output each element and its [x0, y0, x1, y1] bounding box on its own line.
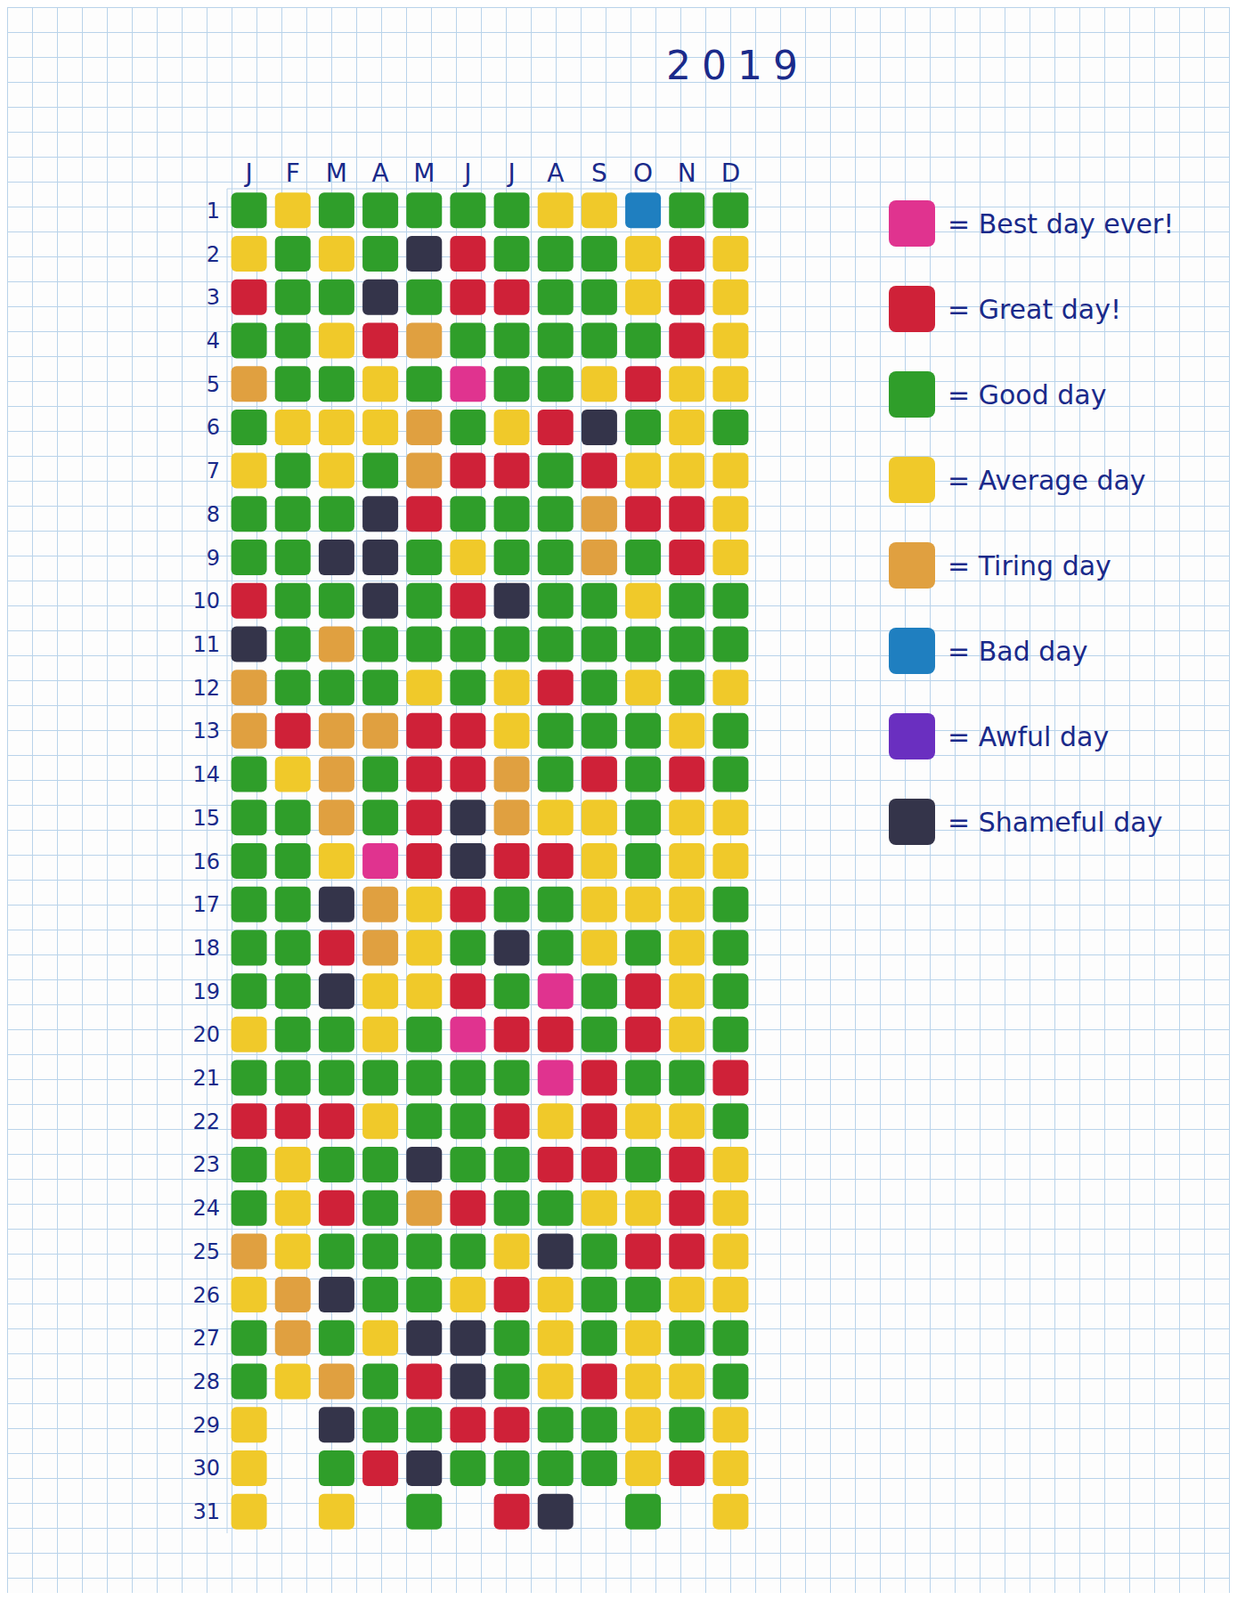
- svg-text:8: 8: [206, 502, 220, 528]
- svg-text:18: 18: [192, 935, 220, 961]
- svg-text:30: 30: [192, 1456, 220, 1482]
- svg-text:27: 27: [192, 1326, 220, 1351]
- html-text:= Good day: = Good day: [947, 378, 1107, 411]
- svg-text:J: J: [462, 158, 472, 188]
- html-text:= Average day: = Average day: [947, 464, 1146, 496]
- svg-text:N: N: [677, 158, 697, 188]
- svg-text:M: M: [413, 158, 435, 188]
- svg-text:4: 4: [206, 328, 220, 354]
- svg-text:7: 7: [206, 458, 220, 484]
- svg-text:29: 29: [192, 1413, 220, 1439]
- svg-text:S: S: [591, 158, 608, 188]
- svg-text:A: A: [372, 158, 390, 188]
- svg-text:J: J: [243, 158, 253, 188]
- svg-text:26: 26: [192, 1283, 220, 1309]
- html-text:= Best day ever!: = Best day ever!: [947, 207, 1175, 240]
- svg-text:22: 22: [192, 1109, 220, 1135]
- svg-text:10: 10: [192, 588, 220, 614]
- html-text:= Shameful day: = Shameful day: [947, 806, 1163, 838]
- svg-text:31: 31: [192, 1499, 220, 1525]
- svg-text:19: 19: [192, 979, 220, 1005]
- svg-text:1: 1: [206, 198, 220, 224]
- svg-text:11: 11: [192, 632, 220, 658]
- svg-text:6: 6: [206, 415, 220, 440]
- html-text:= Tiring day: = Tiring day: [947, 549, 1112, 582]
- svg-text:15: 15: [192, 805, 220, 831]
- svg-text:12: 12: [192, 675, 220, 701]
- svg-text:25: 25: [192, 1239, 220, 1265]
- svg-text:16: 16: [192, 849, 220, 875]
- svg-text:13: 13: [192, 718, 220, 744]
- svg-text:2: 2: [206, 242, 220, 268]
- html-text:= Bad day: = Bad day: [947, 635, 1088, 667]
- svg-text:9: 9: [206, 545, 220, 571]
- svg-text:14: 14: [192, 762, 220, 788]
- svg-text:O: O: [633, 158, 653, 188]
- svg-text:21: 21: [192, 1066, 220, 1091]
- html-text:2019: 2019: [666, 42, 809, 89]
- svg-text:A: A: [546, 158, 564, 188]
- html-text:= Great day!: = Great day!: [947, 293, 1122, 325]
- svg-text:24: 24: [192, 1196, 220, 1221]
- svg-text:17: 17: [192, 892, 220, 918]
- svg-text:23: 23: [192, 1152, 220, 1178]
- svg-text:J: J: [505, 158, 515, 188]
- svg-text:5: 5: [206, 372, 220, 398]
- svg-text:28: 28: [192, 1369, 220, 1395]
- html-text:= Awful day: = Awful day: [947, 720, 1109, 753]
- svg-text:M: M: [325, 158, 348, 188]
- svg-text:D: D: [721, 158, 741, 188]
- svg-text:3: 3: [206, 284, 220, 310]
- svg-text:F: F: [285, 158, 301, 188]
- svg-text:20: 20: [192, 1022, 220, 1048]
